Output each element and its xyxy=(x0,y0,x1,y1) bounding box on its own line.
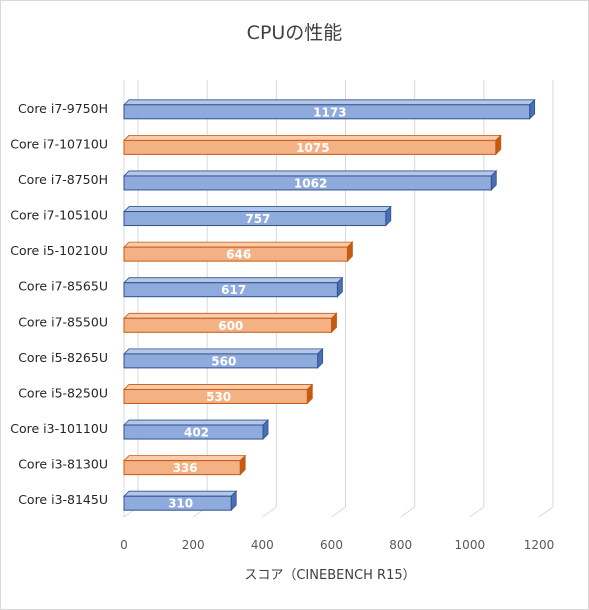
bar-top xyxy=(123,455,247,462)
bar-top xyxy=(123,241,354,248)
category-label: Core i7-10710U xyxy=(10,136,108,151)
bar-front xyxy=(123,211,387,227)
bar xyxy=(123,169,498,191)
gridline-floor xyxy=(262,506,277,518)
bar xyxy=(123,419,269,441)
category-label: Core i5-10210U xyxy=(10,243,108,258)
bar-top xyxy=(123,419,269,426)
data-label: 646 xyxy=(226,248,251,262)
bar xyxy=(123,276,344,298)
bar-front xyxy=(123,139,497,155)
data-label: 1173 xyxy=(313,105,346,119)
x-axis-label: スコア（CINEBENCH R15） xyxy=(244,568,416,583)
category-label: Core i7-9750H xyxy=(18,101,108,116)
category-label: Core i5-8265U xyxy=(18,350,108,365)
bar xyxy=(123,347,324,369)
gridline-floor xyxy=(538,506,554,518)
bar-top xyxy=(123,99,536,106)
bar xyxy=(123,490,238,512)
bar-top xyxy=(123,312,338,319)
gridline-floor xyxy=(469,506,485,518)
bar-top xyxy=(123,134,502,141)
bar-front xyxy=(123,388,308,404)
data-label: 1075 xyxy=(296,141,329,155)
x-tick-label: 0 xyxy=(120,538,128,552)
bar-front xyxy=(123,175,492,191)
x-tick-label: 800 xyxy=(389,538,412,552)
data-label: 530 xyxy=(206,390,231,404)
bar-top xyxy=(123,206,392,212)
bar-front xyxy=(123,246,348,262)
bar xyxy=(123,98,536,120)
bar-top xyxy=(123,348,324,355)
category-label: Core i7-10510U xyxy=(10,208,108,223)
data-label: 336 xyxy=(173,461,198,475)
bar-top xyxy=(123,277,344,284)
bar-front xyxy=(123,317,332,333)
data-label: 600 xyxy=(218,319,243,333)
category-label: Core i7-8550U xyxy=(18,314,108,329)
gridline-floor xyxy=(400,506,415,518)
category-label: Core i5-8250U xyxy=(18,385,108,400)
bar xyxy=(123,383,314,405)
bar-top xyxy=(123,170,498,177)
bar xyxy=(123,134,502,156)
data-label: 402 xyxy=(184,426,209,440)
category-label: Core i3-8130U xyxy=(18,457,108,472)
bar xyxy=(123,312,338,334)
bar-front xyxy=(123,495,232,511)
x-tick-label: 600 xyxy=(320,538,343,552)
bar-front xyxy=(123,424,264,440)
data-label: 560 xyxy=(211,354,236,368)
bar-front xyxy=(123,460,241,476)
bar-top xyxy=(123,384,314,390)
x-tick-label: 1200 xyxy=(524,538,555,552)
category-label: Core i3-8145U xyxy=(18,492,108,507)
x-tick-label: 200 xyxy=(182,538,205,552)
data-label: 310 xyxy=(168,497,193,511)
data-label: 757 xyxy=(245,212,270,226)
data-label: 1062 xyxy=(294,176,327,190)
bar-top xyxy=(123,490,238,497)
x-tick-label: 400 xyxy=(251,538,274,552)
chart-title: CPUの性能 xyxy=(246,22,343,44)
bar xyxy=(123,241,354,263)
bar-front xyxy=(123,282,338,298)
data-label: 617 xyxy=(221,283,246,297)
category-label: Core i7-8750H xyxy=(18,172,108,187)
bar-front xyxy=(123,104,531,120)
category-label: Core i7-8565U xyxy=(18,279,108,294)
gridline-floor xyxy=(331,506,346,518)
bar xyxy=(123,454,247,476)
bar xyxy=(123,205,392,227)
bar-front xyxy=(123,353,319,369)
category-label: Core i3-10110U xyxy=(10,421,108,436)
x-tick-label: 1000 xyxy=(455,538,486,552)
